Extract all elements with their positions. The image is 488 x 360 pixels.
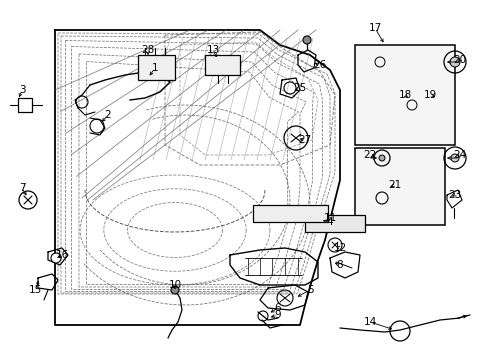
Text: 21: 21 — [387, 180, 401, 190]
Text: 18: 18 — [398, 90, 411, 100]
Bar — [138, 55, 175, 80]
Text: 28: 28 — [141, 45, 154, 55]
Bar — [354, 45, 454, 145]
Text: 19: 19 — [423, 90, 436, 100]
Bar — [204, 55, 240, 75]
Bar — [305, 215, 364, 232]
Text: 22: 22 — [363, 150, 376, 160]
Text: 26: 26 — [313, 60, 326, 70]
Text: 15: 15 — [28, 285, 41, 295]
Text: 7: 7 — [19, 183, 25, 193]
Text: 25: 25 — [293, 83, 306, 93]
Bar — [252, 205, 327, 222]
Text: 14: 14 — [363, 317, 376, 327]
Text: 1: 1 — [151, 63, 158, 73]
Text: 9: 9 — [274, 310, 281, 320]
Circle shape — [449, 57, 459, 67]
Circle shape — [378, 155, 384, 161]
Text: 2: 2 — [104, 110, 111, 120]
Text: 4: 4 — [326, 217, 333, 227]
Text: 24: 24 — [452, 150, 466, 160]
Circle shape — [51, 253, 61, 263]
Text: 11: 11 — [323, 213, 336, 223]
Text: 17: 17 — [367, 23, 381, 33]
Circle shape — [450, 154, 458, 162]
Text: 3: 3 — [19, 85, 25, 95]
Text: 6: 6 — [274, 303, 281, 313]
Circle shape — [171, 286, 179, 294]
Text: 5: 5 — [306, 285, 313, 295]
Bar — [354, 148, 444, 225]
Text: 16: 16 — [55, 250, 68, 260]
Text: 12: 12 — [333, 243, 346, 253]
Text: 13: 13 — [206, 45, 219, 55]
Circle shape — [303, 36, 310, 44]
Text: 27: 27 — [298, 135, 311, 145]
Text: 20: 20 — [452, 55, 466, 65]
Text: 23: 23 — [447, 190, 461, 200]
Text: 10: 10 — [168, 280, 181, 290]
Text: 8: 8 — [336, 260, 343, 270]
